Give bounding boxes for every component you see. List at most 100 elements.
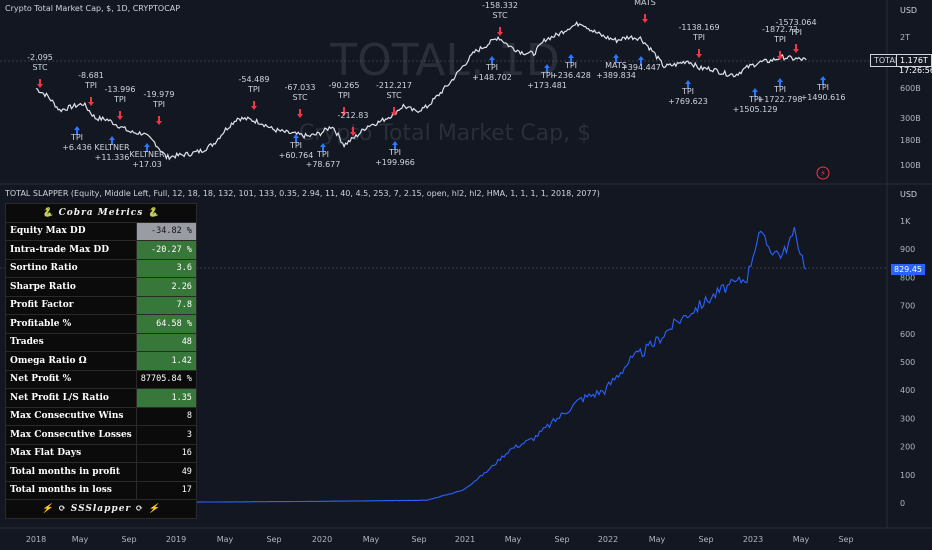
metrics-row: Net Profit % 87705.84 % [5, 369, 197, 389]
metric-value: 3.6 [135, 258, 197, 278]
price-countdown: 17:26:56 [899, 66, 932, 75]
time-axis[interactable]: 2018 May Sep 2019 May Sep 2020 May Sep 2021 May Sep… [26, 535, 854, 544]
arrow-up-icon [685, 80, 691, 89]
equity-axis[interactable]: 1K 900 800 700 600 500 400 300 200 100 0 [900, 217, 915, 508]
signal-label: TPI [113, 95, 126, 104]
arrow-up-icon [293, 134, 299, 143]
buy-signal: KELTNER+17.03 [129, 143, 165, 169]
time-axis-label: 2018 [26, 535, 46, 544]
equity-axis-label: 300 [900, 414, 915, 423]
currency-label[interactable]: USD [900, 6, 918, 15]
buy-signal: TPI+769.623 [668, 80, 708, 106]
metrics-row: Sortino Ratio 3.6 [5, 258, 197, 278]
arrow-up-icon [752, 88, 758, 97]
equity-axis-label: 0 [900, 499, 905, 508]
indicator-title[interactable]: TOTAL SLAPPER (Equity, Middle Left, Full… [5, 189, 600, 198]
signal-label: MATS [634, 0, 656, 7]
signal-label: STC [492, 11, 507, 20]
signal-label: -19.979 [144, 90, 175, 99]
signal-label: TPI [152, 100, 165, 109]
arrow-up-icon [638, 56, 644, 65]
signal-label: +17.03 [132, 160, 162, 169]
signal-label: TPI [247, 85, 260, 94]
arrow-down-icon [37, 79, 43, 88]
signal-label: +78.677 [306, 160, 341, 169]
arrow-up-icon [820, 76, 826, 85]
arrow-up-icon [613, 54, 619, 63]
arrow-down-icon [117, 111, 123, 120]
metric-name: Intra-trade Max DD [5, 240, 137, 260]
metrics-row: Max Consecutive Wins 8 [5, 406, 197, 426]
equity-axis-label: 700 [900, 302, 915, 311]
signal-label: TPI [388, 148, 401, 157]
signal-label: -54.489 [239, 75, 270, 84]
equity-axis-label: 200 [900, 443, 915, 452]
sell-signal: MATS [634, 0, 656, 23]
time-axis-label: 2022 [598, 535, 618, 544]
metrics-row: Omega Ratio Ω 1.42 [5, 351, 197, 371]
arrow-down-icon [297, 109, 303, 118]
lightning-icon[interactable] [816, 166, 830, 180]
price-axis-label: 2T [900, 33, 910, 42]
arrow-down-icon [793, 44, 799, 53]
arrow-down-icon [350, 127, 356, 136]
signal-label: STC [292, 93, 307, 102]
price-axis-label: 300B [900, 114, 921, 123]
arrow-down-icon [391, 107, 397, 116]
metrics-row: Total months in loss 17 [5, 480, 197, 500]
watermark-name: Crypto Total Market Cap, $ [299, 121, 591, 146]
metric-value: -20.27 % [135, 240, 197, 260]
signal-label: -158.332 [482, 1, 518, 10]
signal-label: STC [386, 91, 401, 100]
signal-label: +389.834 [596, 71, 636, 80]
buy-signal: TPI+148.702 [472, 56, 512, 82]
metric-name: Sortino Ratio [5, 258, 137, 278]
time-axis-label: 2021 [455, 535, 475, 544]
metric-name: Omega Ratio Ω [5, 351, 137, 371]
arrow-down-icon [497, 27, 503, 36]
signal-label: -8.681 [78, 71, 104, 80]
metric-name: Profit Factor [5, 295, 137, 315]
metric-name: Trades [5, 332, 137, 352]
signal-label: TPI [773, 85, 786, 94]
arrow-down-icon [696, 49, 702, 58]
symbol-title[interactable]: Crypto Total Market Cap, $, 1D, CRYPTOCA… [5, 4, 181, 13]
metric-value: 3 [135, 425, 197, 445]
time-axis-label: Sep [554, 535, 569, 544]
indicator-currency-label[interactable]: USD [900, 190, 918, 199]
time-axis-label: Sep [698, 535, 713, 544]
metric-name: Max Flat Days [5, 443, 137, 463]
metrics-row: Sharpe Ratio 2.26 [5, 277, 197, 297]
equity-value-tag: 829.45 [891, 264, 925, 275]
signal-label: -1138.169 [678, 23, 719, 32]
signal-label: TPI [564, 61, 577, 70]
time-axis-label: May [793, 535, 810, 544]
buy-signal: TPI+1722.798 [758, 78, 802, 104]
metrics-row: Max Flat Days 16 [5, 443, 197, 463]
arrow-up-icon [489, 56, 495, 65]
signal-label: TPI [773, 35, 786, 44]
arrow-up-icon [320, 143, 326, 152]
metric-name: Max Consecutive Losses [5, 425, 137, 445]
metrics-row: Trades 48 [5, 332, 197, 352]
price-axis-label: 100B [900, 161, 921, 170]
signal-label: +236.428 [551, 71, 591, 80]
buy-signal: KELTNER+11.336 [94, 136, 130, 162]
metric-name: Total months in loss [5, 480, 137, 500]
buy-signal: TPI+1490.616 [801, 76, 845, 102]
arrow-down-icon [642, 14, 648, 23]
signal-label: TPI [681, 87, 694, 96]
signal-label: TPI [692, 33, 705, 42]
signal-label: -1872.72 [762, 25, 798, 34]
signal-label: +394.447 [621, 63, 661, 72]
metric-name: Net Profit L/S Ratio [5, 388, 137, 408]
